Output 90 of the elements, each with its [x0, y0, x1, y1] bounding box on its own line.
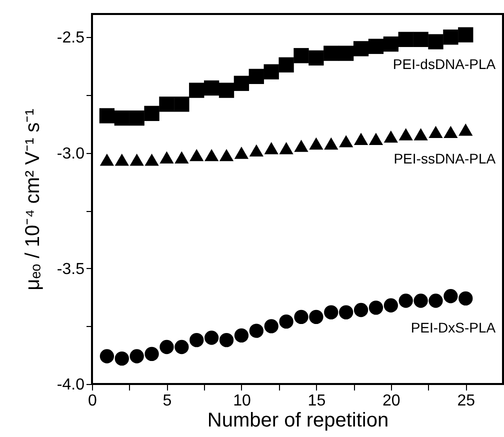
point: [174, 151, 189, 164]
point: [99, 108, 115, 124]
point: [444, 126, 458, 138]
point: [264, 142, 278, 154]
point: [190, 333, 204, 348]
point: [204, 148, 219, 162]
x-tick-label: 0: [88, 392, 98, 410]
point: [174, 340, 189, 354]
point: [160, 340, 174, 354]
x-tick-label: 5: [162, 392, 172, 410]
series-label: PEI-ssDNA-PLA: [394, 150, 496, 167]
point: [294, 48, 309, 64]
point: [234, 328, 249, 342]
point: [324, 137, 338, 150]
point: [414, 128, 428, 140]
y-tick-label: -4.0: [56, 376, 85, 394]
point: [353, 41, 369, 56]
point: [114, 154, 129, 166]
point: [249, 144, 264, 157]
point: [309, 310, 324, 324]
point: [444, 289, 458, 304]
point: [338, 46, 354, 61]
point: [354, 132, 368, 145]
point: [100, 154, 114, 166]
point: [414, 294, 428, 308]
point: [368, 38, 384, 54]
point: [204, 80, 220, 96]
point: [384, 298, 398, 312]
point: [279, 314, 294, 329]
x-axis-title: Number of repetition: [207, 410, 389, 432]
point: [160, 151, 174, 164]
point: [324, 305, 338, 320]
point: [428, 34, 444, 50]
series-label: PEI-dsDNA-PLA: [392, 56, 496, 72]
point: [218, 82, 234, 98]
y-tick-label: -3.0: [56, 145, 85, 162]
point: [100, 349, 114, 364]
point: [368, 132, 384, 145]
point: [339, 135, 354, 148]
point: [383, 36, 398, 52]
series-label: PEI-DxS-PLA: [410, 319, 496, 336]
point: [264, 319, 278, 334]
point: [308, 50, 324, 66]
point: [279, 142, 294, 154]
point: [339, 305, 354, 320]
point: [114, 352, 129, 366]
point: [413, 32, 428, 48]
point: [130, 154, 144, 166]
point: [443, 30, 458, 45]
point: [264, 64, 279, 80]
point: [174, 96, 190, 112]
point: [129, 110, 144, 126]
y-axis-title: μₑₒ / 10⁻⁴ cm² V⁻¹ s⁻¹: [22, 108, 44, 290]
point: [190, 148, 204, 162]
point: [294, 310, 308, 324]
point: [234, 146, 249, 159]
point: [144, 106, 160, 122]
point: [249, 324, 264, 338]
point: [309, 137, 324, 150]
point: [130, 349, 144, 364]
point: [144, 346, 159, 361]
point: [428, 126, 443, 138]
point: [189, 82, 204, 98]
point: [458, 27, 474, 42]
x-tick-label: 25: [457, 392, 476, 410]
point: [384, 130, 398, 143]
point: [398, 32, 414, 48]
point: [428, 294, 443, 308]
point: [354, 302, 368, 318]
point: [248, 68, 264, 84]
point: [234, 76, 250, 91]
point: [368, 300, 384, 315]
point: [219, 333, 234, 348]
x-tick-label: 15: [308, 392, 326, 410]
point: [458, 291, 473, 306]
point: [458, 124, 473, 136]
point: [324, 46, 339, 61]
point: [398, 294, 413, 308]
point: [114, 110, 130, 126]
y-tick-label: -3.5: [56, 260, 85, 278]
point: [204, 330, 219, 345]
point: [278, 57, 294, 72]
x-tick-label: 20: [382, 392, 400, 410]
point: [219, 148, 234, 162]
point: [398, 128, 413, 140]
point: [159, 96, 174, 112]
point: [294, 140, 308, 152]
point: [144, 154, 159, 166]
x-tick-label: 10: [233, 392, 251, 410]
y-tick-label: -2.5: [56, 30, 85, 47]
